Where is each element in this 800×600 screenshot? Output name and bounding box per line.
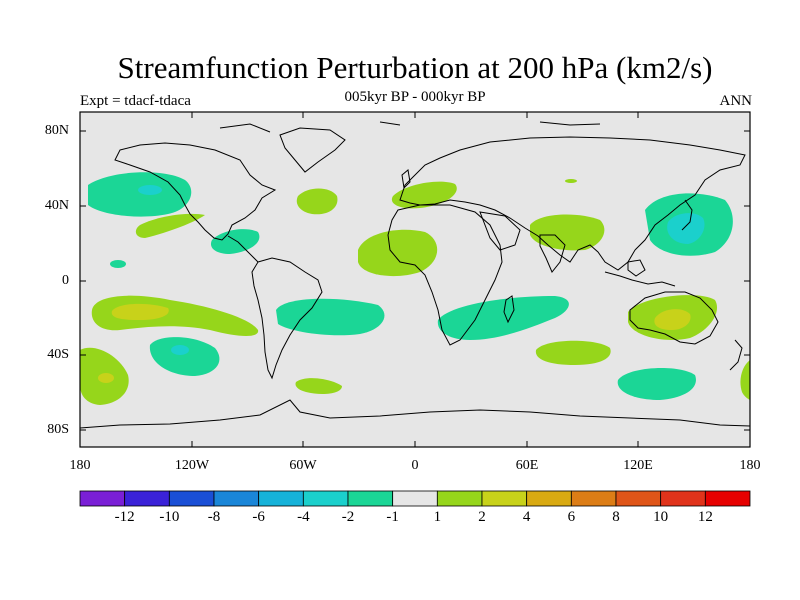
lat-label-80s: 80S (47, 422, 69, 437)
coast-north-america (114, 142, 277, 241)
contour-southern-ocean-neg (617, 367, 696, 400)
coast-eurasia (399, 136, 746, 271)
map-subtitle: 005kyr BP - 000kyr BP (344, 89, 486, 105)
colorbar-label: -1 (386, 509, 399, 525)
colorbar-box (124, 490, 170, 507)
colorbar-box (79, 490, 126, 507)
colorbar-box (302, 490, 349, 507)
contour-europe-pos (391, 181, 457, 209)
colorbar-box (615, 490, 662, 507)
contour-east-edge-pos (740, 360, 750, 400)
coast-madagascar (503, 295, 515, 324)
lat-label-0: 0 (62, 273, 69, 288)
lon-label-120e: 120E (623, 458, 653, 473)
season-label: ANN (719, 93, 753, 109)
lon-label-180e: 180 (739, 458, 761, 473)
coast-britain (401, 169, 411, 190)
colorbar-box (392, 490, 438, 507)
lon-label-60e: 60E (515, 458, 539, 473)
lon-label-60w: 60W (289, 458, 317, 473)
colorbar-box (436, 490, 483, 507)
colorbar-box (526, 490, 572, 507)
lon-label-0: 0 (411, 458, 419, 473)
colorbar-boxes (79, 490, 751, 507)
colorbar-label: 12 (697, 509, 713, 525)
contour-small-pacific-neg (110, 260, 126, 268)
contour-caribbean-neg (210, 229, 260, 254)
lat-label-40n: 40N (44, 198, 69, 213)
coast-arabia (479, 211, 521, 251)
colorbar-box (660, 490, 706, 507)
colorbar-box (481, 490, 528, 507)
contour-west-pacific-core (667, 213, 705, 244)
lon-label-120w: 120W (174, 458, 210, 473)
contour-south-indian-pos (535, 340, 611, 365)
coast-central-america (227, 235, 259, 263)
contour-south-atlantic-neg (276, 298, 385, 336)
map-title: Streamfunction Perturbation at 200 hPa (… (117, 50, 713, 85)
colorbar-label: -12 (114, 509, 135, 525)
coastlines (80, 121, 750, 429)
contour-south-pacific-neg-core (171, 345, 189, 355)
coast-arctic-islands (219, 121, 601, 133)
colorbar-label: -4 (297, 509, 310, 525)
colorbar-label: -8 (207, 509, 221, 525)
lon-ticks (79, 112, 751, 447)
contour-north-pacific-neg (88, 172, 192, 217)
colorbar-label: 4 (522, 509, 531, 525)
experiment-label: Expt = tdacf-tdaca (80, 93, 191, 109)
coast-indonesia (604, 271, 676, 287)
lat-label-40s: 40S (47, 347, 69, 362)
colorbar-label: -10 (159, 509, 180, 525)
colorbar-box (168, 490, 215, 507)
contour-south-pacific-neg (149, 337, 220, 376)
coast-antarctica (80, 399, 750, 429)
coast-south-america (251, 257, 323, 380)
colorbar-label: 6 (567, 509, 576, 525)
colorbar-label: 8 (612, 509, 620, 525)
contour-north-pacific-core (138, 185, 162, 195)
contour-south-pacific-core (111, 303, 169, 320)
lon-label-180w: 180 (69, 458, 91, 473)
colorbar-box (213, 490, 260, 507)
contour-africa-pos (358, 229, 438, 277)
contour-australia-core (654, 309, 691, 330)
contour-central-asia-pos (565, 179, 577, 183)
coast-japan (681, 199, 693, 231)
colorbar-label: -6 (252, 509, 265, 525)
coast-borneo (627, 259, 646, 277)
contour-sw-pacific-core (98, 373, 114, 383)
contour-fills (80, 172, 750, 405)
colorbar-box (570, 490, 617, 507)
colorbar-box (347, 490, 394, 507)
contour-east-pacific-pos (135, 213, 205, 238)
colorbar-label: 2 (478, 509, 486, 525)
colorbar-box (704, 490, 751, 507)
coast-india (539, 234, 566, 273)
coast-greenland (279, 127, 346, 173)
contour-indian-ocean-neg (437, 296, 569, 340)
contour-north-atlantic-pos (296, 188, 338, 215)
lat-ticks (80, 130, 750, 431)
coast-new-zealand (729, 339, 743, 371)
colorbar-label: -2 (341, 509, 355, 525)
colorbar-box (258, 490, 304, 507)
contour-drake-pos (295, 378, 342, 394)
coast-australia (629, 291, 719, 345)
colorbar-label: 10 (653, 509, 669, 525)
lat-label-80n: 80N (44, 123, 69, 138)
contour-india-pos (530, 214, 605, 251)
colorbar-label: 1 (433, 509, 442, 525)
